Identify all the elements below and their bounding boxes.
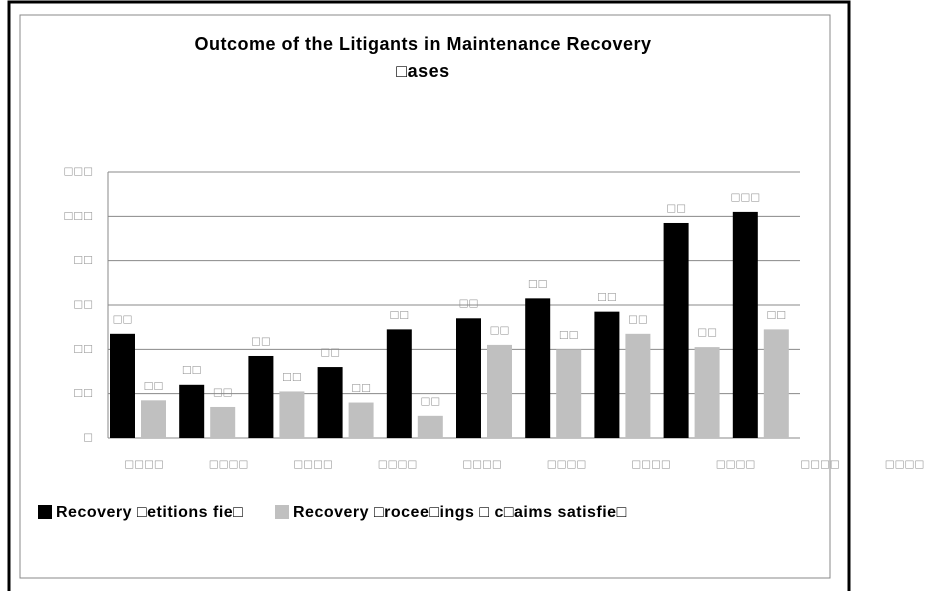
chart-area	[19, 14, 831, 579]
x-tick-label: □□□□	[210, 456, 249, 471]
x-tick-label: □□□□	[886, 456, 925, 471]
bar	[210, 406, 236, 438]
legend-label: Recovery □etitions fie□	[56, 504, 243, 521]
bar	[417, 415, 443, 438]
value-label: □□	[352, 380, 372, 395]
bar	[141, 400, 166, 438]
bar	[763, 329, 789, 438]
x-tick-label: □□□□	[632, 456, 671, 471]
value-label: □□	[560, 327, 580, 342]
value-label: □□	[491, 322, 511, 337]
legend-swatch	[38, 505, 52, 519]
bar	[525, 298, 551, 438]
outer-frame	[7, 0, 851, 596]
bar	[556, 349, 582, 438]
y-tick-label: □	[84, 429, 94, 444]
value-label: □□	[460, 296, 480, 311]
bar	[625, 333, 651, 438]
value-label: □□	[529, 276, 549, 291]
legend-swatch	[275, 505, 289, 519]
value-label: □□	[698, 325, 718, 340]
bar	[456, 318, 481, 438]
x-tick-label: □□□□	[717, 456, 756, 471]
bar	[663, 222, 689, 438]
x-tick-label: □□□□	[379, 456, 418, 471]
x-tick-label: □□□□	[801, 456, 840, 471]
x-tick-label: □□□□	[294, 456, 333, 471]
bar	[317, 367, 343, 438]
value-label: □□	[421, 393, 441, 408]
value-label: □□	[145, 378, 165, 393]
bar	[179, 384, 205, 438]
value-label: □□	[114, 311, 134, 326]
y-tick-label: □□□	[64, 208, 94, 223]
y-tick-label: □□	[74, 296, 94, 311]
value-label: □□	[598, 289, 618, 304]
value-label: □□	[667, 200, 687, 215]
bar	[594, 311, 620, 438]
value-label: □□	[214, 384, 234, 399]
x-tick-label: □□□□	[463, 456, 502, 471]
value-label: □□	[183, 362, 203, 377]
bar	[732, 211, 758, 438]
y-tick-label: □□□	[64, 163, 94, 178]
value-label: □□	[283, 369, 303, 384]
value-label: □□	[390, 307, 410, 322]
legend-label: Recovery □rocee□ings □ c□aims satisfie□	[293, 504, 627, 521]
bar	[487, 344, 512, 438]
value-label: □□	[321, 345, 341, 360]
y-tick-label: □□	[74, 385, 94, 400]
bar	[386, 329, 412, 438]
value-label: □□	[629, 311, 649, 326]
bar	[279, 391, 305, 438]
x-tick-label: □□□□	[125, 456, 164, 471]
chart-subtitle: □ases	[396, 61, 449, 81]
bar	[248, 355, 274, 438]
bar	[110, 333, 135, 438]
value-label: □□□	[732, 189, 762, 204]
bar	[694, 347, 720, 438]
value-label: □□	[252, 333, 272, 348]
y-tick-label: □□	[74, 252, 94, 267]
value-label: □□	[767, 307, 787, 322]
y-tick-label: □□	[74, 341, 94, 356]
chart-title: Outcome of the Litigants in Maintenance …	[194, 34, 651, 54]
bar	[348, 402, 374, 438]
x-tick-label: □□□□	[548, 456, 587, 471]
